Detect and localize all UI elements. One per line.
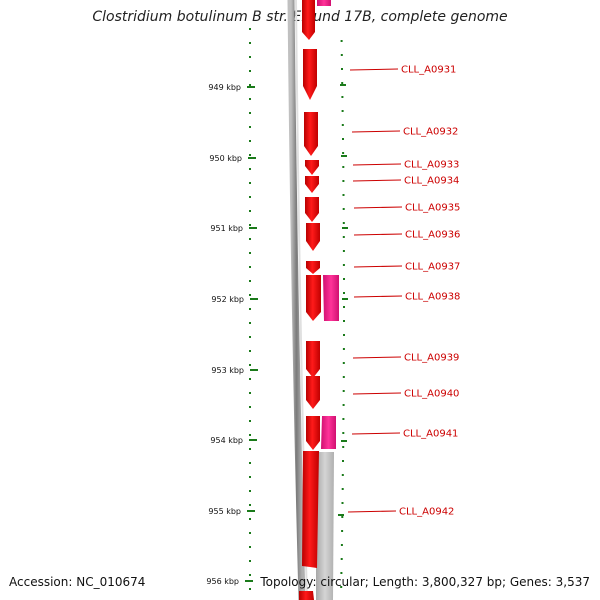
gene-label: CLL_A0934 [404, 176, 459, 187]
outer-dotted-ring [340, 40, 345, 588]
gene-label: CLL_A0940 [404, 389, 459, 400]
gene-features [299, 0, 321, 600]
gene-leader-line [353, 265, 403, 268]
gene-block [323, 275, 339, 321]
gene-arrow [305, 160, 319, 175]
ruler-label: 955 kbp [208, 507, 241, 516]
gene-arrow [306, 416, 320, 450]
gene-labels: CLL_A0931 CLL_A0932 CLL_A0933 CLL_A0934 CLL_… [347, 65, 460, 518]
gene-leader-line [352, 163, 402, 166]
gene-leader-line [347, 510, 397, 513]
gene-label: CLL_A0932 [403, 127, 458, 138]
gene-arrow [306, 376, 320, 409]
gene-arrow [306, 223, 320, 251]
gene-arrow [306, 275, 321, 321]
ruler-tick [245, 580, 253, 582]
gene-arrow [304, 112, 318, 156]
ruler-tick [249, 227, 257, 229]
gene-leader-line [351, 432, 401, 435]
position-ruler: 949 kbp 950 kbp 951 kbp 952 kbp 953 kbp 954 k… [206, 83, 258, 586]
gene-arrow [305, 197, 319, 222]
gc-content-band [316, 452, 334, 600]
ruler-label: 952 kbp [211, 295, 244, 304]
gene-arrow [306, 261, 320, 274]
ruler-tick [248, 157, 256, 159]
gene-leader-line [353, 233, 403, 236]
ruler-tick [250, 369, 258, 371]
ruler-label: 956 kbp [206, 577, 239, 586]
gene-label: CLL_A0936 [405, 230, 460, 241]
ruler-tick [247, 86, 255, 88]
ruler-tick [247, 510, 255, 512]
gene-label: CLL_A0941 [403, 429, 458, 440]
gene-label: CLL_A0942 [399, 507, 454, 518]
ruler-label: 949 kbp [208, 83, 241, 92]
gene-arrow [305, 176, 319, 193]
outer-markers [338, 84, 348, 516]
gene-label: CLL_A0938 [405, 292, 460, 303]
map-title: Clostridium botulinum B str. Eklund 17B,… [92, 9, 508, 25]
gene-arrow [302, 0, 315, 40]
gene-arrow [303, 49, 317, 100]
gene-arrow [299, 591, 314, 600]
gene-leader-line [352, 392, 402, 395]
gene-label: CLL_A0937 [405, 262, 460, 273]
gene-leader-line [351, 130, 401, 133]
inner-dotted-ring [249, 28, 251, 590]
gene-label: CLL_A0935 [405, 203, 460, 214]
gene-leader-line [349, 68, 399, 71]
gene-features-pink [317, 0, 339, 449]
gene-label: CLL_A0933 [404, 160, 459, 171]
ruler-label: 951 kbp [210, 224, 243, 233]
ruler-tick [250, 298, 258, 300]
accession-label: Accession: NC_010674 [9, 575, 146, 589]
topology-label: Topology: circular; Length: 3,800,327 bp… [260, 575, 590, 589]
ruler-label: 953 kbp [211, 366, 244, 375]
ruler-label: 950 kbp [209, 154, 242, 163]
gene-label: CLL_A0931 [401, 65, 456, 76]
gene-leader-line [353, 206, 403, 209]
gene-block [317, 0, 331, 6]
gene-leader-line [352, 356, 402, 359]
backbone-arc [287, 0, 306, 600]
gene-arrow [306, 341, 320, 378]
gene-leader-line [352, 179, 402, 182]
ruler-label: 954 kbp [210, 436, 243, 445]
gene-leader-line [353, 295, 403, 298]
gene-block [321, 416, 336, 449]
gene-arrow [302, 451, 319, 568]
gene-label: CLL_A0939 [404, 353, 459, 364]
ruler-tick [249, 439, 257, 441]
